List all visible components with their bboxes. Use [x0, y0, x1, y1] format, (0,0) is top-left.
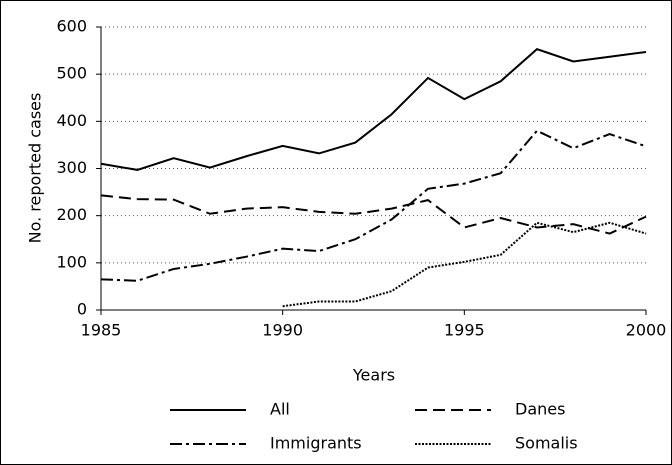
y-axis-label: No. reported cases [26, 93, 45, 244]
y-tick-label: 100 [56, 252, 87, 271]
legend-label: All [270, 400, 290, 419]
y-tick-label: 600 [56, 17, 87, 36]
data-line [100, 129, 647, 282]
data-line [100, 194, 647, 235]
y-tick-label: 500 [56, 64, 87, 83]
y-tick-label: 400 [56, 111, 87, 130]
x-tick-label: 1995 [444, 321, 485, 340]
x-tick-label: 1985 [81, 321, 122, 340]
x-axis-label: Years [352, 366, 395, 385]
data-line [282, 221, 647, 308]
legend-label: Somalis [515, 434, 578, 453]
y-tick-label: 300 [56, 158, 87, 177]
legend-label: Danes [515, 400, 565, 419]
data-line [100, 48, 647, 171]
x-tick-label: 2000 [626, 321, 667, 340]
legend-label: Immigrants [270, 434, 362, 453]
y-tick-label: 200 [56, 205, 87, 224]
y-tick-label: 0 [77, 300, 87, 319]
x-tick-label: 1990 [262, 321, 303, 340]
